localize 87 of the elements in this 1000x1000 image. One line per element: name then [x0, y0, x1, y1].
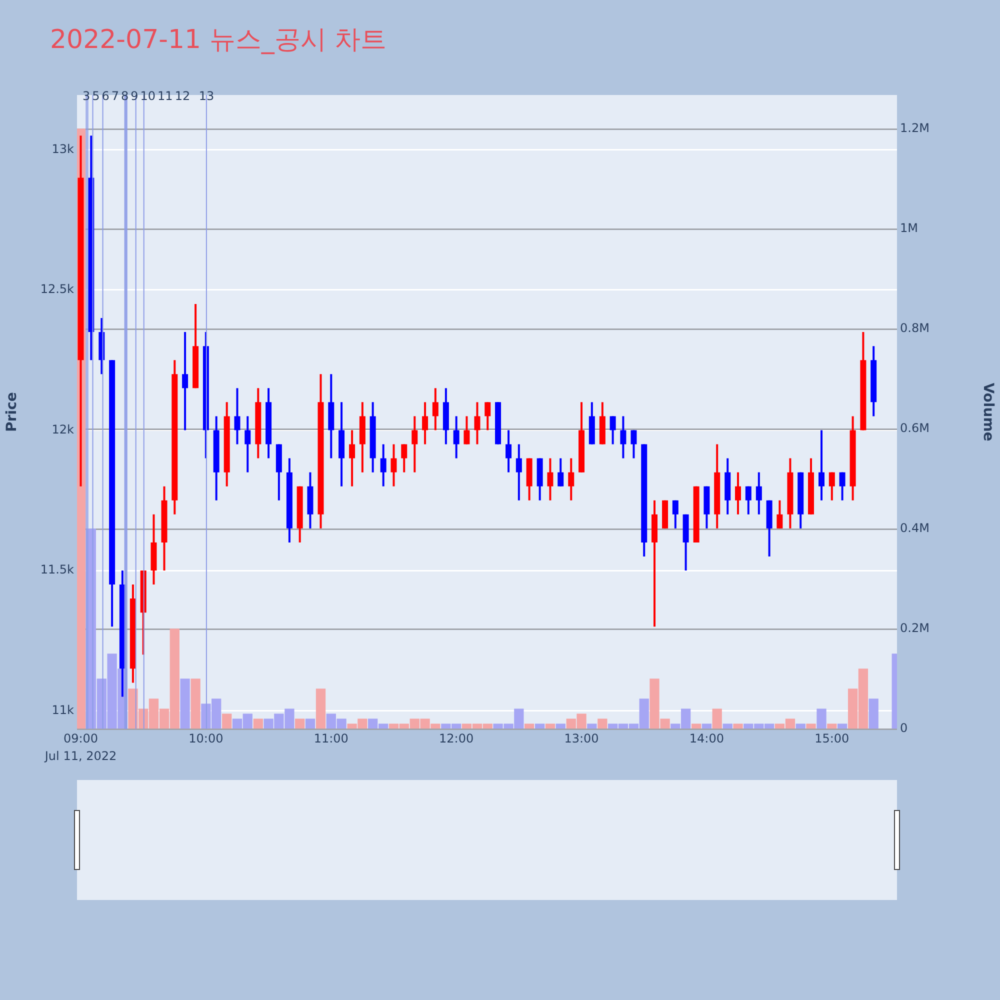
candlestick [380, 443, 386, 488]
x-tick-label: 13:00 [564, 731, 599, 746]
y-tick-label: 13k [52, 142, 74, 156]
bar [702, 724, 712, 729]
annotation: 3 [82, 89, 90, 104]
candlestick [620, 415, 626, 460]
text: Jul 11, 2022 [44, 749, 117, 764]
bar [587, 724, 597, 729]
candlestick [474, 401, 480, 446]
y2-tick-label: 0.4M [900, 521, 930, 536]
candlestick [244, 415, 251, 474]
candlestick [453, 415, 460, 460]
y-axis-title: Price [4, 392, 20, 432]
x-tick-label: 10:00 [188, 731, 224, 746]
bar [837, 724, 848, 729]
x-tick-label: 09:00 [63, 731, 98, 746]
annotation: 11 [158, 89, 173, 104]
bar [253, 718, 263, 729]
bar [733, 724, 743, 729]
candlestick [432, 387, 438, 432]
candlestick [776, 499, 783, 530]
annotation: 10 [140, 89, 156, 104]
candlestick [672, 499, 678, 530]
candlestick [547, 457, 554, 502]
bar [827, 724, 837, 729]
candlestick [390, 443, 397, 488]
y2-tick-label: 1.2M [900, 121, 930, 136]
y2-axis-title: Volume [980, 382, 996, 442]
candlestick [756, 471, 762, 516]
candlestick [401, 443, 408, 474]
x-tick-label: 12:00 [439, 731, 474, 746]
y2-tick-label: 1M [900, 221, 918, 236]
candlestick [745, 485, 752, 516]
candlestick [422, 401, 428, 446]
candlestick [828, 471, 835, 502]
bar [190, 678, 200, 729]
bar [316, 688, 326, 729]
annotation: 8 [121, 89, 129, 104]
x-tick-label: 15:00 [814, 731, 850, 746]
candlestick [234, 387, 240, 446]
candlestick [484, 401, 491, 432]
bar [556, 724, 566, 729]
bar [868, 698, 878, 729]
bar [535, 724, 545, 729]
y2-tick-label: 0.2M [900, 621, 930, 636]
candlestick [349, 429, 356, 488]
bar [816, 708, 826, 729]
annotation: 9 [130, 89, 138, 104]
bar [722, 724, 732, 729]
candlestick [412, 415, 418, 474]
bar [222, 714, 232, 729]
candlestick [182, 331, 188, 432]
annotation: 7 [111, 89, 119, 104]
bar [712, 708, 722, 729]
y2-tick-label: 0.6M [900, 421, 930, 436]
bar [598, 718, 608, 729]
x-tick-label: 14:00 [689, 731, 724, 746]
candlestick [558, 457, 564, 488]
candlestick [735, 471, 742, 516]
candlestick [610, 415, 616, 446]
y2-tick-label: 0 [900, 721, 908, 736]
x-tick-label: 11:00 [314, 731, 348, 746]
chart-title: 2022-07-11 뉴스_공시 차트 [50, 24, 387, 57]
y2-tick-label: 0.8M [900, 321, 930, 336]
y-tick-label: 12.5k [40, 282, 74, 296]
candlestick [464, 415, 470, 446]
annotation: 13 [198, 89, 214, 104]
bar [796, 724, 806, 729]
annotation: 6 [102, 89, 110, 104]
y-tick-label: 11k [52, 702, 74, 717]
candlestick [818, 429, 825, 502]
candlestick [506, 429, 512, 474]
bar [295, 718, 305, 729]
annotation: 12 [174, 89, 190, 104]
y-tick-label: 11.5k [40, 562, 74, 577]
bar [180, 678, 190, 729]
bar [545, 724, 556, 729]
y-tick-label: 12k [52, 422, 74, 436]
candlestick [630, 429, 637, 460]
bar [524, 724, 534, 729]
bar [305, 718, 316, 729]
candlestick [516, 443, 522, 502]
bar [806, 724, 816, 729]
candlestick [839, 471, 846, 502]
annotation: 5 [92, 89, 100, 104]
bar [691, 724, 702, 729]
candlestick [568, 457, 574, 502]
